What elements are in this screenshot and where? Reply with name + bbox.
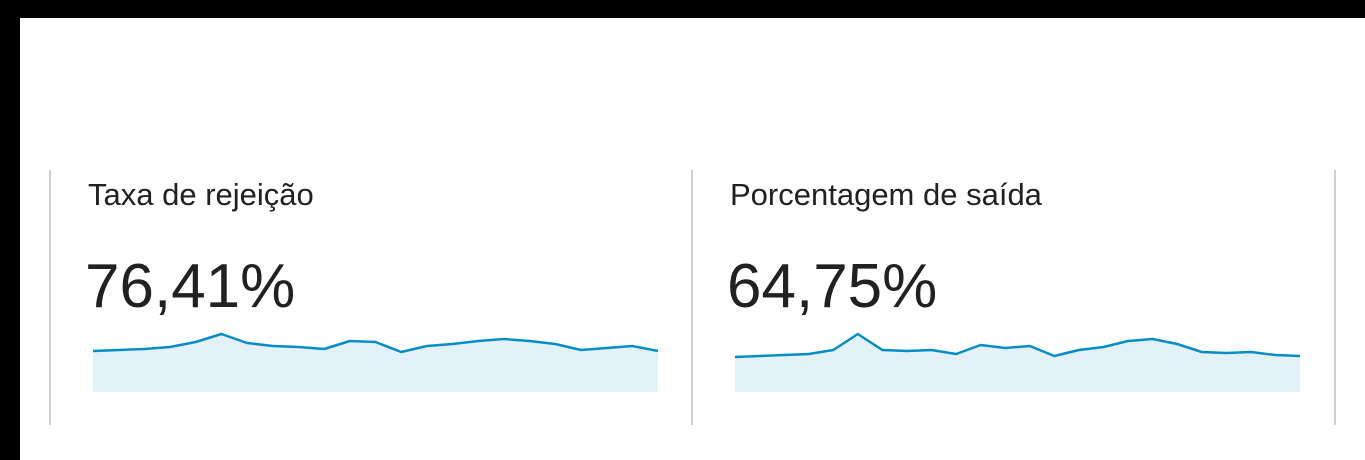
metric-card: Porcentagem de saída 64,75% — [727, 177, 1301, 392]
sparkline-line — [92, 332, 659, 354]
sparkline-line — [734, 332, 1301, 359]
card-value: 64,75% — [727, 252, 937, 321]
metric-card: Taxa de rejeição 76,41% — [85, 177, 659, 392]
sparkline-area — [93, 334, 658, 392]
sparkline-area — [735, 334, 1300, 392]
card-title: Taxa de rejeição — [88, 177, 314, 212]
card-value: 76,41% — [85, 252, 295, 321]
card-title: Porcentagem de saída — [730, 177, 1043, 212]
